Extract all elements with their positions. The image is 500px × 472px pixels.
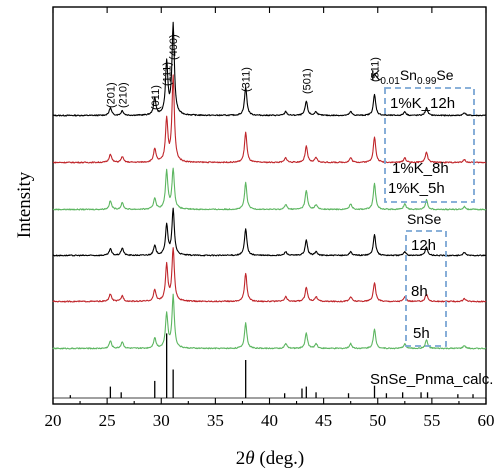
x-tick-label-20: 20 [45,411,62,430]
peak-label-400: (400) [168,34,180,60]
x-tick-label-35: 35 [207,411,224,430]
series-label-1%K_5h: 1%K_5h [388,180,445,197]
x-tick-label-40: 40 [261,411,278,430]
trace-1%K_12h [52,21,487,117]
x-tick-label-30: 30 [153,411,170,430]
peak-label-311: (311) [241,67,253,92]
series-label-5h: 5h [413,325,430,342]
peak-label-111: (111) [162,62,174,86]
peak-label-501: (501) [301,68,313,94]
x-axis-title: 2θ (deg.) [236,448,304,469]
peak-label-201: (201) [105,82,117,108]
series-label-1%K_12h: 1%K_12h [390,95,455,112]
series-label-12h: 12h [411,237,436,254]
x-tick-label-50: 50 [369,411,386,430]
peak-index-labels: (201) (210) (011)(111) (400) (311) (501) (511) [105,34,381,110]
diffraction-traces [52,21,487,350]
peak-label-210: (210) [117,82,129,108]
reference-sticks [53,333,486,399]
x-tick-label-60: 60 [478,411,495,430]
series-labels: 1%K_12h 1%K_8h 1%K_5h 12h 8h 5h SnSe_Pnma_calc… [370,95,493,388]
undoped-group-box [405,230,447,347]
trace-1%K_5h [52,167,487,211]
undoped-group-label: SnSe [407,211,441,227]
x-axis-ticks: 20 25 30 35 40 45 50 55 60 [45,7,495,430]
peak-label-511: (511) [370,57,382,82]
plot-frame [52,6,487,405]
x-tick-label-25: 25 [99,411,116,430]
trace-8h [52,247,487,303]
x-tick-label-45: 45 [315,411,332,430]
trace-1%K_8h [52,74,487,164]
series-label-SnSe_Pnma_calc.: SnSe_Pnma_calc. [370,371,493,388]
x-tick-label-55: 55 [423,411,440,430]
k-doped-group-box [384,87,475,203]
k-doped-group-label: K0.01Sn0.99Se [371,67,454,87]
series-label-8h: 8h [411,283,428,300]
series-label-1%K_8h: 1%K_8h [392,160,449,177]
trace-5h [52,293,487,350]
trace-12h [52,207,487,257]
peak-label-011: (011) [150,85,162,110]
y-axis-title: Intensity [14,171,35,238]
